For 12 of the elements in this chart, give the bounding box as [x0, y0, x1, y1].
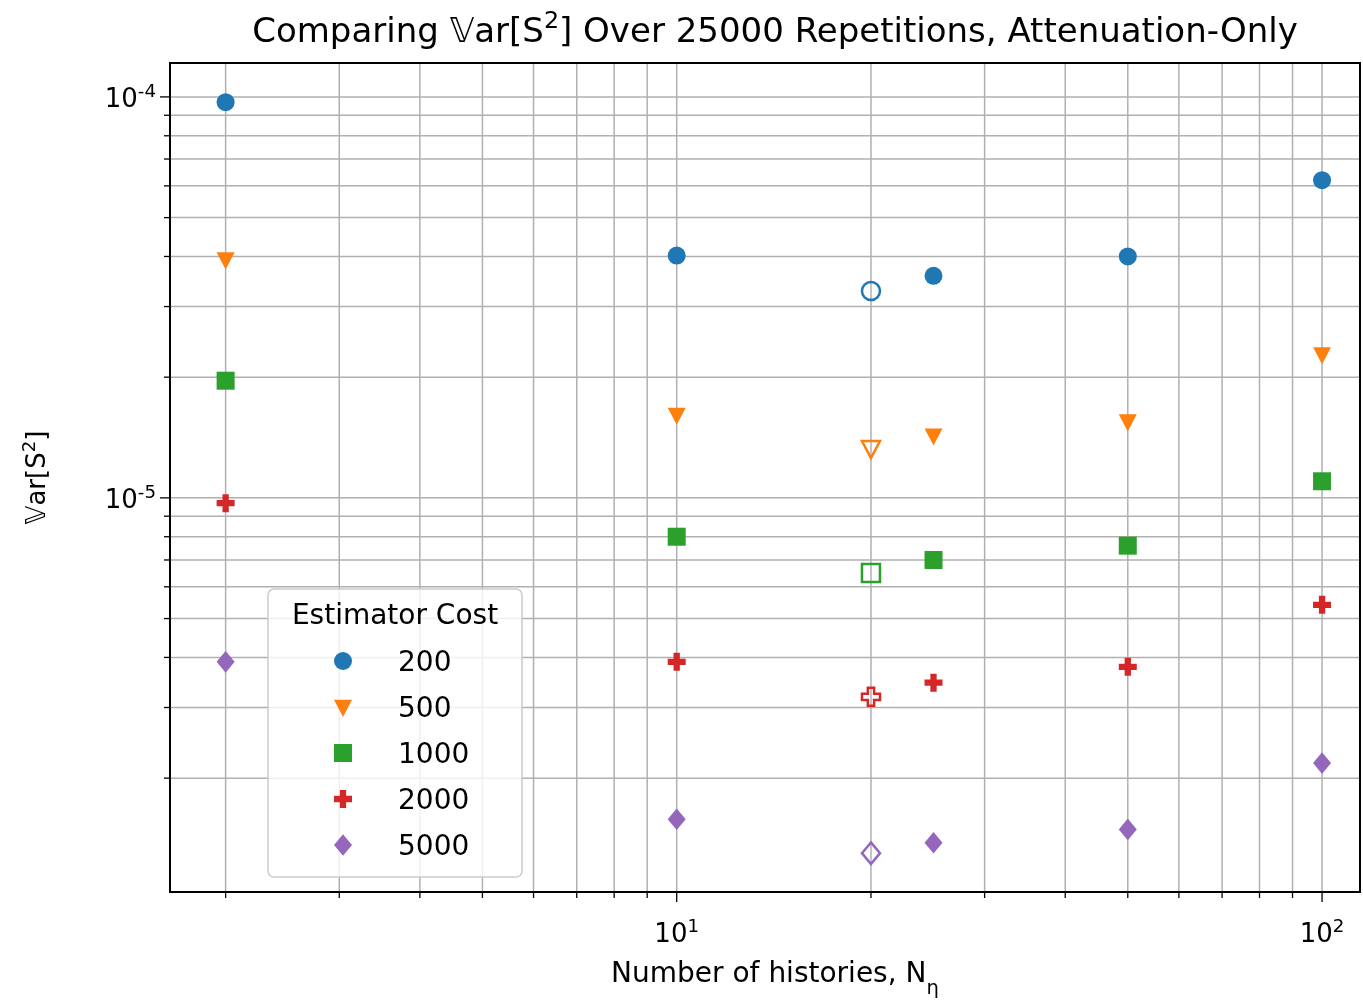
legend-title: Estimator Cost — [291, 598, 499, 631]
legend-label: 1000 — [398, 737, 470, 770]
x-tick-label: 10$^{2}$ — [1299, 914, 1345, 948]
legend-label: 5000 — [398, 829, 470, 862]
y-tick-label: 10$^{-5}$ — [104, 480, 156, 514]
x-axis-title: Number of histories, N$_{η}$ — [611, 956, 939, 999]
y-tick-label: 10$^{-4}$ — [104, 79, 156, 113]
legend-label: 500 — [398, 691, 452, 724]
x-tick-label: 10$^{1}$ — [654, 914, 700, 948]
chart-title: Comparing 𝕍ar[S$^{2}$] Over 25000 Repetitions, Attenuation-Only — [252, 6, 1298, 50]
legend-label: 2000 — [398, 783, 470, 816]
legend-label: 200 — [398, 645, 452, 678]
